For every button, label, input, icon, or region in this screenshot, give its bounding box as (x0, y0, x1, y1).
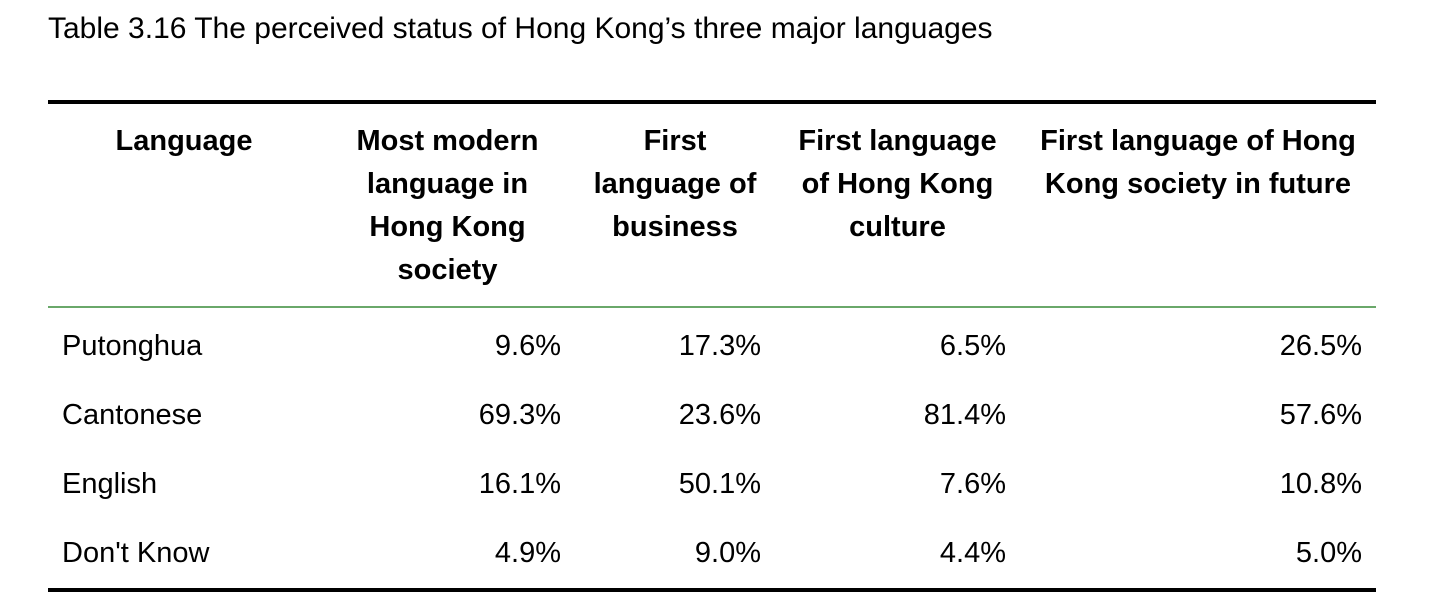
cell-value: 4.9% (494, 537, 561, 569)
row-label: Don't Know (62, 537, 210, 569)
cell-value: 23.6% (678, 399, 761, 431)
row-label: Cantonese (62, 399, 203, 431)
column-header: Most modern language in Hong Kong societ… (356, 125, 539, 286)
table-row: English 16.1% 50.1% 7.6% 10.8% (48, 450, 1376, 519)
row-label: Putonghua (62, 330, 203, 362)
table-head: Language Most modern language in Hong Kon… (48, 102, 1376, 307)
cell-value: 7.6% (939, 468, 1006, 500)
cell-value: 5.0% (1295, 537, 1362, 569)
cell-value: 69.3% (478, 399, 561, 431)
row-label: English (62, 468, 158, 500)
column-header: Language (115, 125, 253, 157)
table-row: Don't Know 4.9% 9.0% 4.4% 5.0% (48, 519, 1376, 590)
data-table: Language Most modern language in Hong Kon… (48, 100, 1376, 592)
table-row: Cantonese 69.3% 23.6% 81.4% 57.6% (48, 381, 1376, 450)
cell-value: 4.4% (939, 537, 1006, 569)
cell-value: 26.5% (1279, 330, 1362, 362)
cell-value: 9.6% (494, 330, 561, 362)
cell-value: 17.3% (678, 330, 761, 362)
cell-value: 6.5% (939, 330, 1006, 362)
cell-value: 81.4% (923, 399, 1006, 431)
header-row: Language Most modern language in Hong Kon… (48, 102, 1376, 307)
column-header: First language of business (593, 125, 757, 243)
column-header: First language of Hong Kong society in f… (1040, 125, 1356, 200)
table-title: Table 3.16 The perceived status of Hong … (48, 12, 993, 45)
cell-value: 57.6% (1279, 399, 1362, 431)
column-header: First language of Hong Kong culture (798, 125, 997, 243)
cell-value: 16.1% (478, 468, 561, 500)
table-row: Putonghua 9.6% 17.3% 6.5% 26.5% (48, 307, 1376, 381)
cell-value: 9.0% (694, 537, 761, 569)
cell-value: 10.8% (1279, 468, 1362, 500)
cell-value: 50.1% (678, 468, 761, 500)
table-body: Putonghua 9.6% 17.3% 6.5% 26.5% Cantonese 69.3… (48, 307, 1376, 590)
